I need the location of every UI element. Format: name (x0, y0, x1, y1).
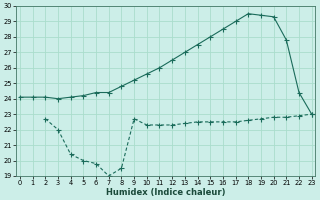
X-axis label: Humidex (Indice chaleur): Humidex (Indice chaleur) (106, 188, 226, 197)
